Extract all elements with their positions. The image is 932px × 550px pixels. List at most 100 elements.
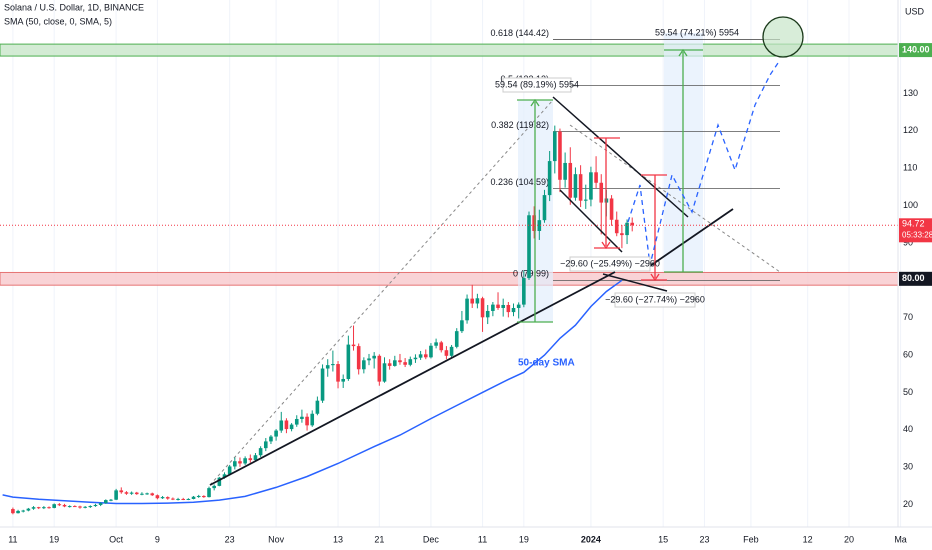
sma-layer bbox=[2, 279, 623, 505]
channel-line bbox=[559, 189, 623, 253]
trendline bbox=[209, 271, 616, 486]
candle-body bbox=[542, 195, 547, 221]
candle-body bbox=[516, 304, 521, 308]
candle-body bbox=[485, 310, 490, 318]
candle-body bbox=[341, 378, 346, 382]
candle-body bbox=[532, 215, 536, 231]
annotation: 59.54 (74.21%) 5954 bbox=[655, 27, 739, 37]
y-tick-label: 120 bbox=[903, 125, 918, 135]
candle-body bbox=[73, 506, 77, 508]
candle-body bbox=[547, 161, 552, 196]
candle-body bbox=[150, 493, 155, 496]
label-box bbox=[614, 292, 696, 308]
candle-body bbox=[511, 307, 516, 313]
candle-body bbox=[444, 350, 449, 356]
candle-body bbox=[537, 220, 542, 231]
label-box bbox=[502, 77, 572, 93]
x-tick-label: 11 bbox=[478, 534, 487, 544]
candle-body bbox=[625, 222, 629, 236]
candle-body bbox=[171, 498, 175, 500]
candle-body bbox=[620, 233, 624, 236]
x-tick-label: 11 bbox=[8, 534, 17, 544]
candle-body bbox=[609, 198, 614, 220]
candle-body bbox=[382, 363, 387, 382]
candle-body bbox=[289, 424, 294, 430]
candle-body bbox=[356, 346, 361, 370]
candle-body bbox=[320, 368, 325, 401]
currency: USD bbox=[905, 6, 925, 16]
measure-up bbox=[517, 48, 703, 323]
fib-label: 0.236 (104.59) bbox=[490, 177, 549, 187]
candle-body bbox=[93, 504, 98, 507]
dashed-line bbox=[569, 124, 781, 273]
candle-body bbox=[42, 507, 46, 509]
candle-body bbox=[129, 492, 134, 494]
candle-body bbox=[377, 355, 382, 382]
candle-body bbox=[336, 364, 340, 382]
candle-body bbox=[140, 493, 144, 495]
annotation: 59.54 (89.19%) 5954 bbox=[495, 79, 579, 89]
candle-body bbox=[599, 182, 604, 203]
candle-body bbox=[253, 455, 258, 461]
candle-body bbox=[346, 344, 351, 379]
candle-body bbox=[212, 485, 216, 489]
candle-body bbox=[413, 357, 418, 360]
candle-body bbox=[325, 365, 330, 369]
x-tick-label: 20 bbox=[844, 534, 854, 544]
candle-body bbox=[563, 162, 567, 180]
trendline bbox=[649, 208, 734, 267]
candle-body bbox=[351, 344, 356, 347]
candle-body bbox=[294, 418, 299, 425]
candle-body bbox=[222, 474, 227, 478]
candle-body bbox=[47, 507, 51, 509]
label-box bbox=[569, 256, 651, 272]
candle-body bbox=[176, 498, 180, 500]
candle-body bbox=[284, 420, 289, 430]
candle-body bbox=[145, 493, 149, 495]
candle-body bbox=[155, 495, 160, 499]
indicator-label: SMA (50, close, 0, SMA, 5) bbox=[4, 16, 112, 26]
candle-body bbox=[527, 215, 531, 279]
candle-body bbox=[403, 362, 407, 365]
price-tag bbox=[899, 43, 932, 58]
x-tick-label: 15 bbox=[658, 534, 668, 544]
y-tick-label: 130 bbox=[903, 88, 918, 98]
candle-body bbox=[181, 498, 186, 500]
candle-body bbox=[429, 345, 433, 358]
candle-body bbox=[238, 461, 242, 464]
dashed-line bbox=[209, 99, 554, 486]
candle-body bbox=[372, 355, 376, 359]
candle-body bbox=[124, 492, 129, 494]
chart-title: Solana / U.S. Dollar, 1D, BINANCE bbox=[4, 2, 144, 12]
candle-body bbox=[78, 506, 82, 508]
price-tag-label: 94.72 bbox=[902, 219, 925, 229]
candle-body bbox=[630, 222, 635, 226]
candle-body bbox=[491, 304, 495, 311]
fib-label: 0.618 (144.42) bbox=[490, 28, 549, 38]
x-tick-label: Ma bbox=[894, 534, 907, 544]
price-tag-label: 140.00 bbox=[902, 44, 930, 54]
candle-body bbox=[207, 488, 211, 498]
candle-body bbox=[465, 298, 469, 321]
channel-line bbox=[552, 96, 689, 218]
zone bbox=[0, 43, 899, 57]
candle-body bbox=[202, 495, 206, 498]
trendline bbox=[602, 273, 668, 292]
candle-body bbox=[434, 342, 438, 346]
candle-body bbox=[57, 504, 62, 506]
candle-body bbox=[233, 461, 237, 467]
candle-body bbox=[583, 199, 588, 201]
sma-label: 50-day SMA bbox=[518, 358, 575, 369]
candle-body bbox=[16, 510, 20, 514]
fib-label: 0.382 (119.82) bbox=[491, 120, 549, 130]
candle-body bbox=[589, 172, 593, 200]
candle-body bbox=[258, 448, 263, 456]
candle-body bbox=[263, 441, 268, 449]
x-tick-label: 19 bbox=[519, 534, 529, 544]
annotation: −29.60 (−27.74%) −2960 bbox=[605, 294, 705, 304]
price-tag bbox=[899, 271, 932, 286]
candle-body bbox=[480, 298, 485, 318]
projection bbox=[627, 59, 781, 266]
candle-body bbox=[227, 466, 232, 475]
